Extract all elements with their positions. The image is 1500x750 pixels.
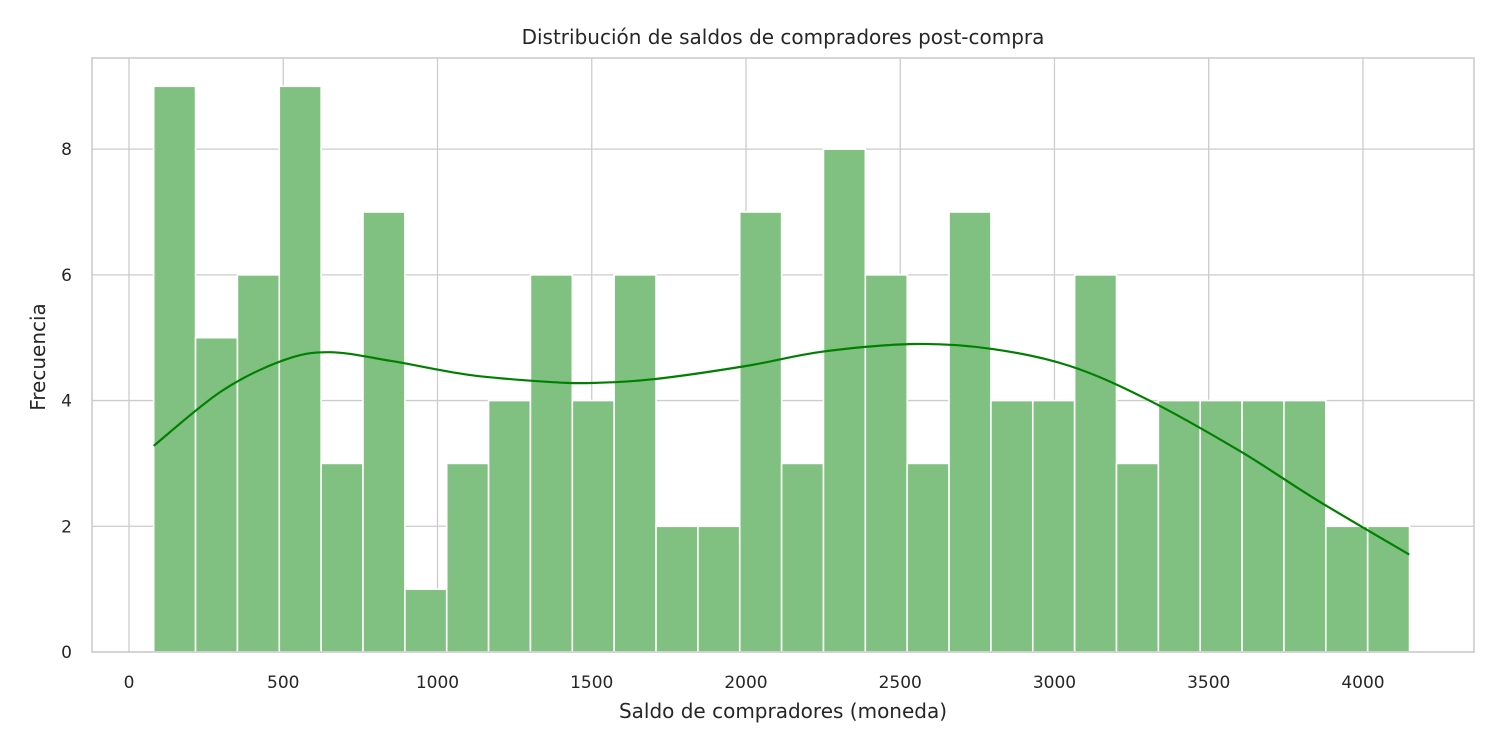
kde-layer [153,342,1410,556]
x-tick-label: 500 [267,673,299,693]
y-tick-label: 4 [61,392,72,412]
histogram-bar [529,274,574,653]
histogram-bar [571,399,615,653]
histogram-bar [948,211,992,653]
histogram-bar [152,85,197,653]
y-tick-label: 8 [61,140,72,160]
x-tick-label: 3000 [1033,673,1076,693]
histogram-bar [697,525,741,653]
histogram-bar [1199,399,1243,653]
histogram-bar [780,462,825,653]
x-tick-label: 4000 [1341,673,1384,693]
histogram-bar [906,462,950,653]
x-tick-label: 1000 [416,673,459,693]
chart-title: Distribución de saldos de compradores po… [522,25,1045,49]
x-tick-label: 0 [124,673,135,693]
plot-frame [91,57,1475,653]
histogram-bar [990,399,1034,653]
histogram-bar [1241,399,1285,653]
y-tick-label: 6 [61,266,72,286]
histogram-bar [278,85,322,653]
y-tick-label: 2 [61,517,72,537]
histogram-bar [1073,274,1118,653]
histogram-bar [320,462,364,653]
histogram-bar [404,588,448,653]
x-tick-label: 3500 [1187,673,1230,693]
histogram-bar [822,148,867,653]
y-axis-label: Frecuencia [26,303,50,411]
histogram-bar [1325,525,1369,653]
x-tick-label: 1500 [570,673,613,693]
bars-layer [152,85,1411,653]
x-axis-label: Saldo de compradores (moneda) [619,699,947,723]
histogram-bar [655,525,699,653]
y-tick-label: 0 [61,643,72,663]
histogram-bar [487,399,532,653]
kde-curve [153,342,1410,556]
histogram-bar [1283,399,1327,653]
histogram-bar [613,274,657,653]
ticks-layer: 0 500 1000 1500 2000 2500 3000 3500 4000 0 2 4 6 8 [61,140,1384,693]
histogram-bar [864,274,908,653]
histogram-bar [738,211,783,653]
histogram-bar [445,462,490,653]
histogram-bar [236,274,281,653]
histogram-bar [362,211,406,653]
histogram-bar [1031,399,1076,653]
x-tick-label: 2500 [879,673,922,693]
x-tick-label: 2000 [724,673,767,693]
histogram-bar [1115,462,1160,653]
histogram-bar [1157,399,1202,653]
histogram-bar [1366,525,1411,653]
